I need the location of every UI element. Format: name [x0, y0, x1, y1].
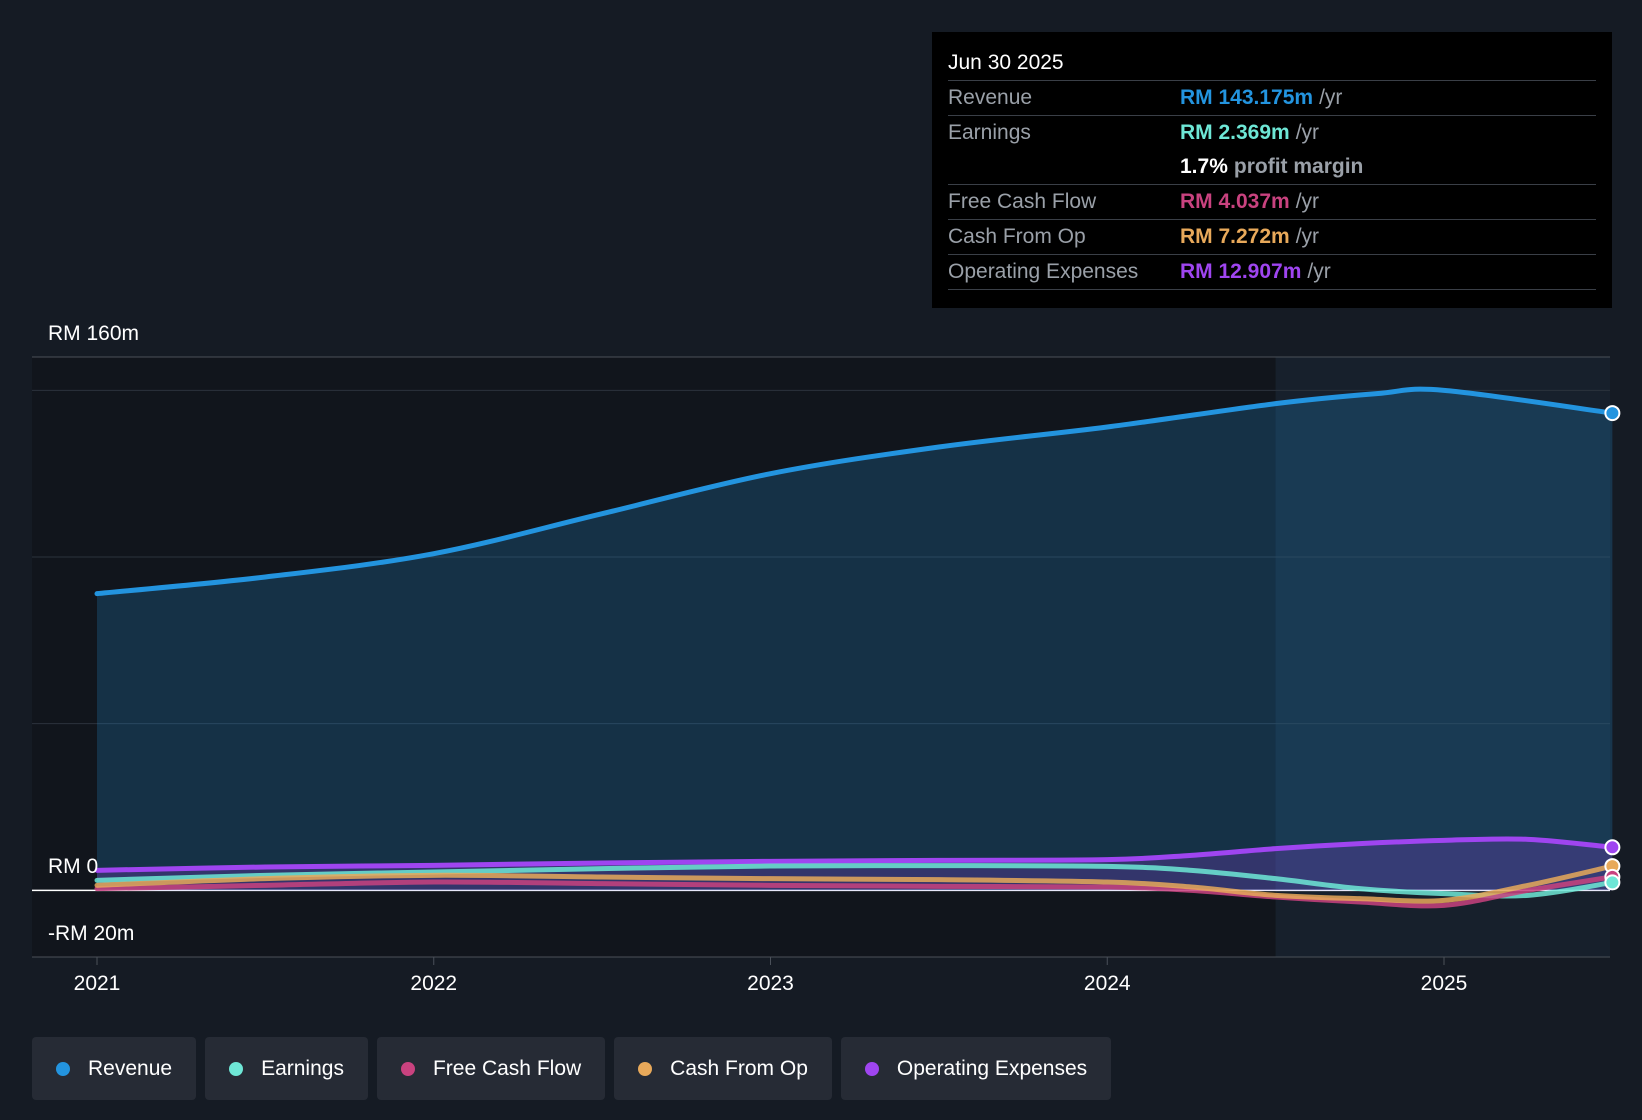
- tooltip-row-free-cash-flow: Free Cash Flow RM 4.037m /yr: [948, 185, 1596, 220]
- grid-layer: [32, 356, 1610, 958]
- legend-label: Earnings: [261, 1056, 344, 1080]
- x-tick-label: 2021: [74, 972, 121, 995]
- tooltip-label: Operating Expenses: [948, 260, 1139, 283]
- legend-label: Revenue: [88, 1056, 173, 1080]
- earnings-endpoint: [1604, 874, 1621, 891]
- profit-margin-text: profit margin: [1233, 155, 1364, 178]
- tooltip-row-revenue: Revenue RM 143.175m /yr: [948, 81, 1596, 116]
- free-cash-flow-line: [94, 874, 1615, 909]
- legend: Revenue Earnings Free Cash Flow Cash Fro…: [32, 1037, 1112, 1100]
- legend-dot-icon: [229, 1061, 244, 1076]
- legend-item-free-cash-flow[interactable]: Free Cash Flow: [376, 1037, 606, 1100]
- x-tick-label: 2025: [1421, 972, 1468, 995]
- tooltip-unit: /yr: [1295, 225, 1320, 248]
- tooltip-label: Revenue: [948, 86, 1033, 109]
- legend-dot-icon: [56, 1061, 70, 1076]
- legend-label: Operating Expenses: [896, 1056, 1088, 1080]
- cash-from-op-line: [94, 863, 1615, 904]
- profit-margin-value: 1.7%: [1180, 155, 1228, 178]
- tooltip-unit: /yr: [1295, 190, 1320, 213]
- legend-dot-icon: [864, 1061, 879, 1076]
- legend-item-operating-expenses[interactable]: Operating Expenses: [840, 1037, 1112, 1100]
- past-region: [32, 357, 1276, 957]
- tooltip-value: RM 143.175m: [1180, 86, 1314, 109]
- revenue-area: [97, 389, 1613, 891]
- tooltip-unit: /yr: [1307, 260, 1331, 283]
- legend-dot-icon: [400, 1061, 415, 1076]
- tooltip-label: [948, 150, 1180, 184]
- operating-expenses-line: [94, 836, 1615, 873]
- tooltip-panel: Jun 30 2025 Revenue RM 143.175m /yr Earn…: [932, 32, 1612, 308]
- x-tick-label: 2022: [410, 972, 457, 995]
- tooltip-row-profit-margin: 1.7% profit margin: [948, 150, 1596, 185]
- x-tick-label: 2024: [1084, 972, 1131, 995]
- earnings-line: [94, 863, 1615, 899]
- tooltip-value: RM 12.907m: [1180, 260, 1302, 283]
- tooltip-unit: /yr: [1295, 121, 1320, 144]
- forecast-region: [1275, 357, 1610, 957]
- chart-area: RM 160m RM 0 -RM 20m 2021 2022 2023 2024 202…: [32, 322, 1621, 995]
- operating-expenses-endpoint: [1604, 839, 1621, 856]
- axis-layer: RM 160m RM 0 -RM 20m: [48, 322, 139, 945]
- tooltip-row-operating-expenses: Operating Expenses RM 12.907m /yr: [948, 255, 1596, 290]
- legend-item-revenue[interactable]: Revenue: [32, 1037, 197, 1100]
- tooltip-label: Cash From Op: [948, 225, 1086, 248]
- legend-label: Cash From Op: [670, 1056, 808, 1080]
- x-tick-label: 2023: [747, 972, 794, 995]
- tooltip-unit: /yr: [1319, 86, 1343, 109]
- series-layer: [94, 386, 1621, 909]
- tooltip-label: Earnings: [948, 121, 1031, 144]
- legend-label: Free Cash Flow: [432, 1056, 582, 1080]
- tooltip-label: Free Cash Flow: [948, 190, 1097, 213]
- tooltip-row-earnings: Earnings RM 2.369m /yr: [948, 116, 1596, 150]
- legend-item-earnings[interactable]: Earnings: [205, 1037, 368, 1100]
- legend-item-cash-from-op[interactable]: Cash From Op: [614, 1037, 832, 1100]
- revenue-line: [94, 386, 1615, 597]
- tooltip-row-cash-from-op: Cash From Op RM 7.272m /yr: [948, 220, 1596, 255]
- tooltip-value: RM 2.369m: [1180, 121, 1290, 144]
- y-label-bottom: -RM 20m: [48, 922, 134, 945]
- revenue-endpoint: [1604, 405, 1621, 422]
- legend-dot-icon: [638, 1061, 653, 1076]
- tooltip-value: RM 4.037m: [1180, 190, 1290, 213]
- y-label-top: RM 160m: [48, 322, 139, 345]
- tooltip-value: RM 7.272m: [1180, 225, 1290, 248]
- y-label-zero: RM 0: [48, 855, 98, 878]
- x-ticks: 2021 2022 2023 2024 2025: [74, 957, 1468, 995]
- tooltip-date: Jun 30 2025: [948, 46, 1596, 81]
